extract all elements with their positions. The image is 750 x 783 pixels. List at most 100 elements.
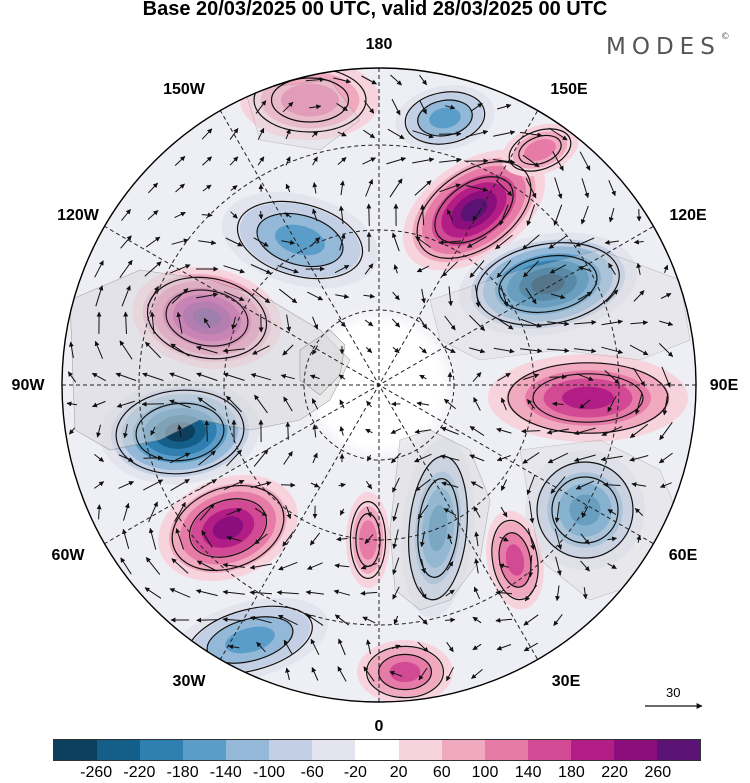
wind-arrow (414, 429, 432, 435)
positive-anomaly-contour (505, 544, 525, 576)
wind-arrow (500, 479, 508, 491)
wind-arrow (496, 644, 512, 651)
wind-arrow (547, 452, 569, 464)
wind-arrow (607, 562, 617, 570)
wind-arrow (659, 320, 674, 327)
wind-arrow (471, 102, 483, 112)
wind-arrow (312, 452, 318, 464)
modes-logo: MODES© (606, 32, 730, 60)
wind-arrow (366, 506, 372, 518)
wind-arrow (417, 504, 429, 520)
wind-arrow (339, 399, 345, 409)
wind-arrow (312, 316, 319, 330)
wind-arrow (254, 533, 268, 545)
wind-arrow (605, 289, 619, 303)
wind-arrow (312, 208, 318, 222)
wind-arrow (469, 454, 485, 462)
wind-arrow (337, 157, 347, 165)
wind-arrow (230, 211, 238, 219)
contour-line (416, 161, 532, 259)
colorbar-cell (441, 740, 485, 760)
colorbar-tick-label: -60 (300, 764, 324, 781)
wind-arrow (280, 373, 295, 380)
wind-arrow (500, 285, 509, 307)
wind-arrow (604, 370, 620, 384)
colorbar-cell (269, 740, 313, 760)
wind-arrow (306, 562, 323, 570)
wind-arrow (447, 533, 453, 545)
positive-anomaly-contour (524, 139, 556, 161)
wind-arrow (338, 638, 346, 656)
wind-arrow (529, 501, 535, 524)
wind-arrow (202, 156, 212, 166)
lon-label-150e: 150E (550, 81, 588, 98)
wind-arrow (392, 346, 400, 354)
wind-arrow (338, 205, 344, 224)
wind-arrow (337, 666, 347, 682)
lon-label-30e: 30E (551, 673, 581, 690)
negative-anomaly-contour (531, 274, 565, 294)
contour-line (532, 373, 644, 423)
wind-arrow (67, 371, 77, 383)
wind-arrow (601, 319, 623, 326)
wind-arrow (497, 372, 511, 382)
wind-arrow (92, 400, 106, 408)
wind-arrow (446, 561, 454, 571)
wind-arrow (495, 617, 513, 623)
wind-arrow (305, 77, 325, 83)
wind-arrow (169, 372, 191, 382)
wind-arrow (276, 590, 299, 596)
wind-arrow (550, 293, 566, 300)
wind-arrow (334, 264, 350, 274)
wind-arrow (360, 562, 377, 570)
wind-arrow (634, 508, 644, 516)
colorbar-tick-label: 260 (644, 764, 672, 781)
wind-arrow (548, 127, 568, 141)
wind-arrow (283, 451, 293, 465)
wind-arrow (147, 285, 159, 306)
wind-arrow (198, 240, 217, 246)
colorbar-tick-label: -180 (166, 764, 199, 781)
wind-arrow (391, 644, 401, 650)
wind-arrow (285, 667, 291, 681)
wind-arrow (365, 428, 373, 434)
wind-arrow (366, 203, 372, 227)
wind-arrow (632, 367, 646, 387)
contour-line (270, 77, 350, 123)
wind-arrow (229, 156, 239, 166)
wind-arrow (148, 182, 158, 194)
wind-arrow (148, 527, 157, 550)
contour-line (349, 501, 387, 580)
wind-arrow (143, 455, 164, 461)
wind-arrow (445, 617, 456, 623)
wind-arrow (580, 533, 590, 545)
wind-arrow (362, 157, 376, 165)
wind-arrow (120, 235, 132, 249)
wind-arrow (360, 590, 378, 596)
wind-arrow (169, 399, 191, 409)
wind-arrow (175, 183, 185, 193)
wind-arrow (142, 372, 164, 381)
wind-arrow (170, 478, 190, 492)
wind-arrow (249, 563, 272, 570)
brand-text: MODES (606, 34, 721, 60)
colorbar-cell (226, 740, 270, 760)
wind-arrow (312, 182, 318, 194)
wind-arrow (600, 455, 623, 462)
contour-line (434, 176, 514, 244)
contour-line (518, 134, 562, 166)
wind-arrow (390, 428, 402, 434)
wind-arrow (305, 589, 324, 595)
contour-line (236, 200, 364, 280)
colorbar-cell (527, 740, 571, 760)
wind-arrow (631, 482, 647, 488)
wind-arrow (123, 424, 128, 439)
wind-arrow (334, 563, 350, 569)
wind-arrow (473, 397, 481, 411)
negative-anomaly-contour (429, 107, 461, 129)
colorbar-tick-label: -20 (343, 764, 367, 781)
wind-arrow (361, 75, 377, 85)
wind-arrow (176, 311, 183, 334)
wind-arrow (470, 481, 484, 489)
wind-arrow (231, 316, 237, 330)
